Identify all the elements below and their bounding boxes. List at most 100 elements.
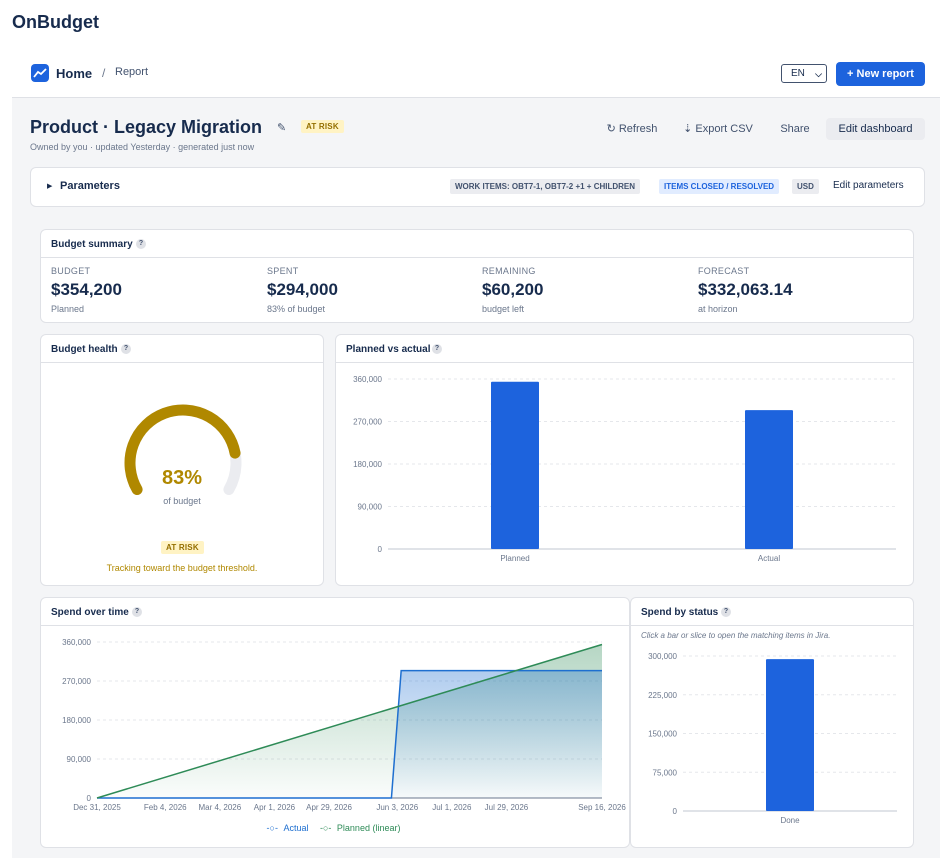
refresh-button[interactable]: ↻ Refresh bbox=[606, 123, 658, 135]
y-tick-label: 90,000 bbox=[67, 755, 92, 764]
kpi-spent: SPENT $294,000 83% of budget bbox=[267, 266, 467, 314]
card-header: Budget summary ? bbox=[41, 230, 913, 258]
legend-actual[interactable]: -○- Actual bbox=[266, 823, 309, 833]
gauge-subtitle: of budget bbox=[163, 496, 201, 506]
help-icon[interactable]: ? bbox=[721, 607, 731, 617]
x-tick-label: Jul 1, 2026 bbox=[432, 803, 472, 812]
health-message: Tracking toward the budget threshold. bbox=[106, 563, 258, 573]
parameters-label[interactable]: Parameters bbox=[60, 180, 120, 192]
x-tick-label: Done bbox=[780, 816, 800, 825]
edit-parameters-link[interactable]: Edit parameters bbox=[833, 180, 904, 191]
caret-right-icon[interactable]: ▶ bbox=[47, 183, 53, 190]
bar-planned bbox=[491, 381, 539, 549]
help-icon[interactable]: ? bbox=[136, 239, 146, 249]
gauge-fill bbox=[124, 404, 241, 495]
health-status-badge: AT RISK bbox=[161, 541, 204, 554]
y-tick-label: 0 bbox=[378, 545, 383, 554]
language-select[interactable]: EN ⌵ bbox=[781, 64, 827, 83]
kpi-sub: 83% of budget bbox=[267, 304, 326, 314]
kpi-label: REMAINING bbox=[482, 266, 536, 276]
gauge-percent: 83% bbox=[161, 467, 203, 489]
kpi-budget: BUDGET $354,200 Planned bbox=[51, 266, 251, 314]
kpi-sub: at horizon bbox=[698, 304, 738, 314]
breadcrumb-current: Report bbox=[115, 66, 149, 78]
report-area: Product · Legacy Migration ✎ AT RISK Own… bbox=[12, 98, 940, 858]
app-title: OnBudget bbox=[12, 12, 99, 32]
y-tick-label: 0 bbox=[87, 794, 92, 803]
y-tick-label: 360,000 bbox=[353, 375, 382, 384]
planned-vs-actual-chart: 0 90,000 180,000 270,000 360,000 Planned Actua… bbox=[353, 375, 896, 563]
report-subline: Owned by you · updated Yesterday · gener… bbox=[30, 142, 255, 152]
chart-note: Click a bar or slice to open the matchin… bbox=[641, 631, 831, 640]
help-icon[interactable]: ? bbox=[432, 344, 442, 354]
line-planned bbox=[96, 643, 603, 799]
report-title: Product · Legacy Migration bbox=[30, 117, 263, 137]
x-tick-label: Mar 4, 2026 bbox=[198, 803, 241, 812]
help-icon[interactable]: ? bbox=[132, 607, 142, 617]
card-title: Planned vs actual bbox=[346, 344, 431, 355]
budget-health-card: Budget health ? 83% of budget AT RISK Tr… bbox=[40, 334, 324, 586]
edit-dashboard-button[interactable]: Edit dashboard bbox=[826, 118, 925, 140]
y-tick-label: 150,000 bbox=[648, 730, 677, 739]
top-bar: Home / Report EN ⌵ + New report bbox=[12, 56, 940, 98]
bar-actual bbox=[745, 410, 793, 549]
chip-currency: USD bbox=[792, 179, 819, 194]
export-csv-button[interactable]: ⇣ Export CSV bbox=[683, 123, 753, 135]
y-tick-label: 75,000 bbox=[653, 768, 678, 777]
trend-icon[interactable] bbox=[31, 64, 49, 82]
kpi-forecast: FORECAST $332,063.14 at horizon bbox=[698, 266, 898, 314]
planned-vs-actual-card: Planned vs actual ? 0 90,000 180,000 270,00… bbox=[335, 334, 914, 586]
language-value: EN bbox=[791, 68, 805, 79]
y-tick-label: 225,000 bbox=[648, 691, 677, 700]
legend-planned[interactable]: -○- Planned (linear) bbox=[319, 823, 401, 833]
card-title: Spend by status bbox=[641, 607, 719, 618]
x-tick-label: Dec 31, 2025 bbox=[73, 803, 121, 812]
x-tick-label: Jun 3, 2026 bbox=[376, 803, 418, 812]
x-tick-label: Apr 1, 2026 bbox=[254, 803, 296, 812]
kpi-sub: Planned bbox=[51, 304, 85, 314]
area-actual bbox=[97, 670, 602, 798]
pencil-icon[interactable]: ✎ bbox=[277, 122, 287, 134]
kpi-label: BUDGET bbox=[51, 266, 91, 276]
card-header: Budget health ? bbox=[41, 335, 323, 363]
budget-summary-card: Budget summary ? BUDGET $354,200 Planned… bbox=[40, 229, 914, 323]
card-header: Spend by status ? bbox=[631, 598, 913, 626]
bar-done bbox=[766, 659, 814, 811]
breadcrumb-separator: / bbox=[102, 66, 106, 80]
kpi-remaining: REMAINING $60,200 budget left bbox=[482, 266, 682, 314]
card-header: Spend over time ? bbox=[41, 598, 629, 626]
kpi-label: FORECAST bbox=[698, 266, 750, 276]
y-tick-label: 0 bbox=[673, 807, 678, 816]
kpi-sub: budget left bbox=[482, 304, 525, 314]
chip-work-items: WORK ITEMS: OBT7-1, OBT7-2 +1 + CHILDREN bbox=[450, 179, 641, 194]
spend-over-time-chart: 0 90,000 180,000 270,000 360,000 Dec 31, 2025… bbox=[62, 638, 626, 812]
y-tick-label: 180,000 bbox=[62, 716, 91, 725]
budget-gauge bbox=[124, 404, 242, 495]
chip-items-closed: ITEMS CLOSED / RESOLVED bbox=[659, 179, 780, 194]
line-actual bbox=[97, 669, 602, 799]
y-tick-label: 270,000 bbox=[62, 677, 91, 686]
chevron-down-icon: ⌵ bbox=[815, 69, 822, 79]
card-title: Budget summary bbox=[51, 239, 133, 250]
x-tick-label: Apr 29, 2026 bbox=[306, 803, 352, 812]
help-icon[interactable]: ? bbox=[121, 344, 131, 354]
y-tick-label: 90,000 bbox=[358, 503, 383, 512]
share-button[interactable]: Share bbox=[780, 123, 810, 135]
card-title: Budget health bbox=[51, 344, 118, 355]
kpi-value: $60,200 bbox=[482, 280, 544, 299]
status-badge: AT RISK bbox=[301, 120, 344, 133]
card-title: Spend over time bbox=[51, 607, 129, 618]
card-header: Planned vs actual ? bbox=[336, 335, 913, 363]
new-report-button[interactable]: + New report bbox=[836, 62, 925, 86]
legend-label: Actual bbox=[283, 823, 309, 833]
breadcrumb-home[interactable]: Home bbox=[56, 66, 93, 81]
y-tick-label: 270,000 bbox=[353, 418, 382, 427]
spend-by-status-chart: 0 75,000 150,000 225,000 300,000 Done bbox=[648, 652, 897, 825]
x-tick-label: Jul 29, 2026 bbox=[485, 803, 529, 812]
spend-by-status-card: Spend by status ? Click a bar or slice t… bbox=[630, 597, 914, 848]
y-tick-label: 300,000 bbox=[648, 652, 677, 661]
spend-over-time-card: Spend over time ? 0 90,000 180,000 270,000 3… bbox=[40, 597, 630, 848]
x-tick-label: Actual bbox=[758, 554, 780, 563]
legend-label: Planned (linear) bbox=[336, 823, 401, 833]
parameters-panel[interactable]: ▶ Parameters WORK ITEMS: OBT7-1, OBT7-2 … bbox=[30, 167, 925, 207]
